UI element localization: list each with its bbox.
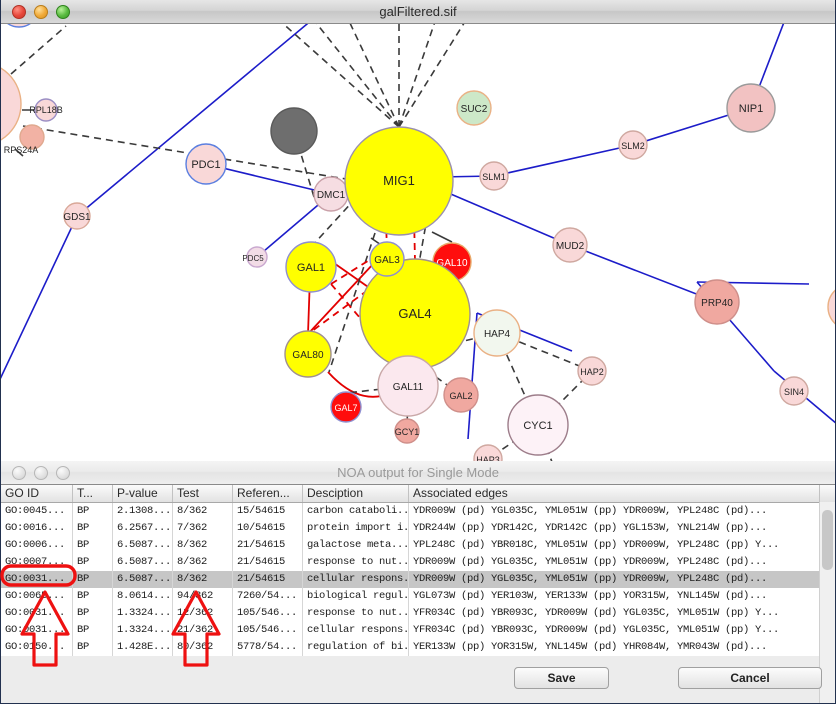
- svg-text:SLM2: SLM2: [621, 141, 645, 151]
- svg-text:MIG1: MIG1: [383, 173, 415, 188]
- svg-text:HAP4: HAP4: [484, 329, 511, 340]
- svg-text:DMC1: DMC1: [317, 190, 346, 201]
- svg-text:CYC1: CYC1: [523, 420, 552, 432]
- svg-text:GAL2: GAL2: [449, 391, 472, 401]
- svg-text:RPL18B: RPL18B: [29, 105, 63, 115]
- svg-text:RPS24A: RPS24A: [4, 145, 39, 155]
- svg-text:GAL7: GAL7: [334, 403, 357, 413]
- svg-text:SLM1: SLM1: [482, 172, 506, 182]
- svg-text:PRP40: PRP40: [701, 298, 733, 309]
- svg-text:SIN4: SIN4: [784, 387, 804, 397]
- svg-text:GAL80: GAL80: [292, 350, 324, 361]
- svg-text:NIP1: NIP1: [739, 103, 763, 115]
- svg-text:GAL1: GAL1: [297, 262, 325, 274]
- svg-text:PDC5: PDC5: [242, 254, 264, 263]
- svg-text:GDS1: GDS1: [63, 212, 91, 223]
- svg-text:SUC2: SUC2: [461, 104, 488, 115]
- svg-text:MUD2: MUD2: [556, 241, 585, 252]
- svg-text:GAL11: GAL11: [393, 382, 424, 393]
- svg-text:GCY1: GCY1: [395, 427, 420, 437]
- svg-text:PDC1: PDC1: [191, 159, 220, 171]
- svg-text:GAL4: GAL4: [398, 306, 431, 321]
- svg-text:HAP2: HAP2: [580, 367, 604, 377]
- svg-text:GAL3: GAL3: [374, 255, 400, 266]
